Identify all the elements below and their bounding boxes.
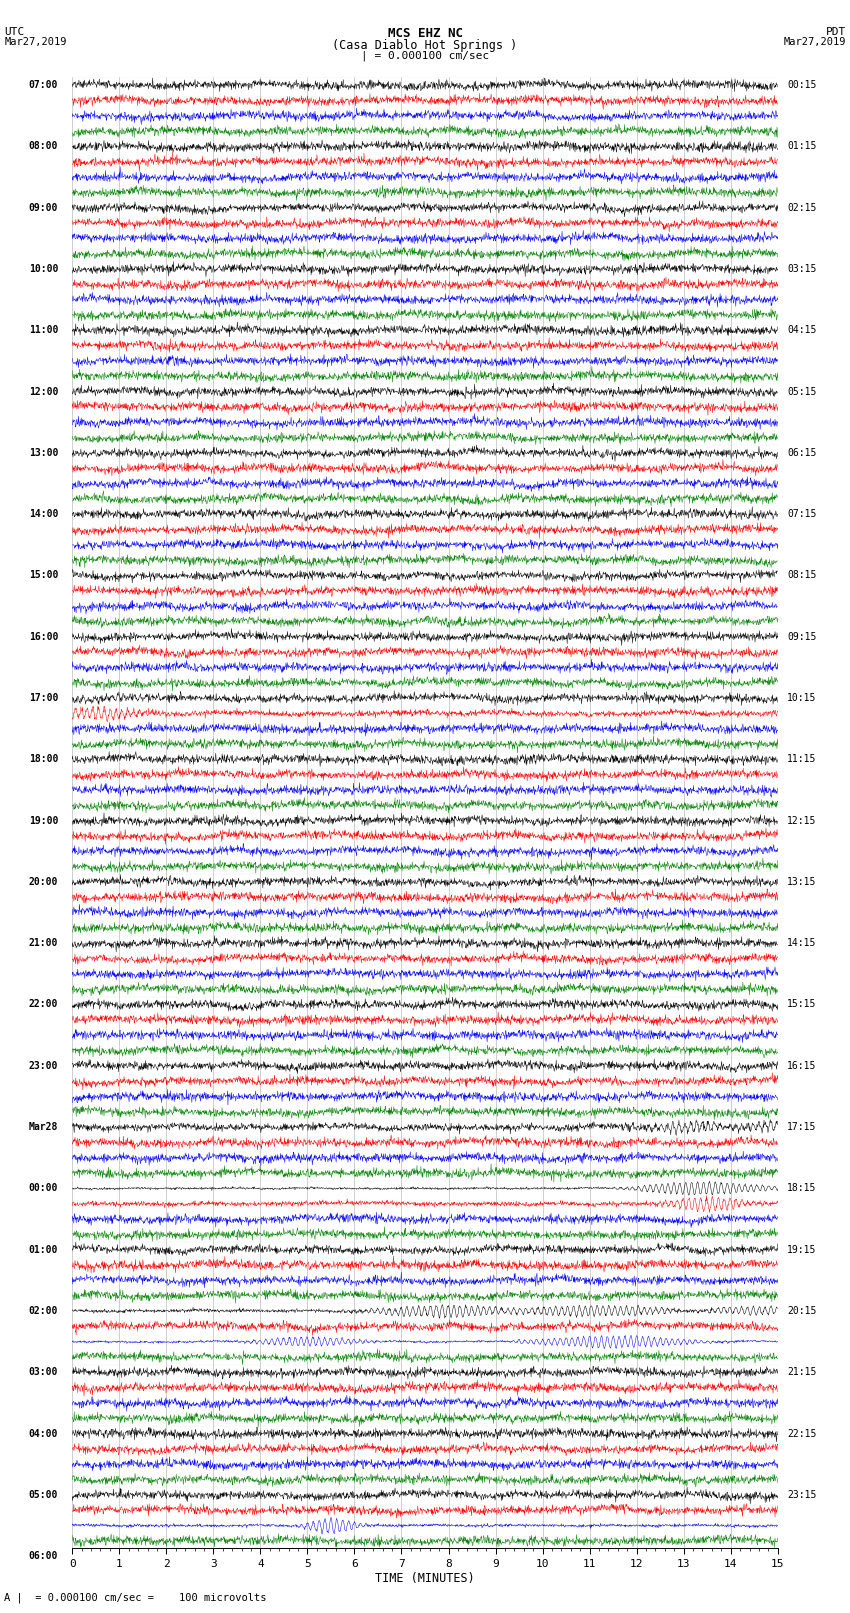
Text: 10:15: 10:15: [787, 694, 817, 703]
Text: 07:00: 07:00: [29, 81, 58, 90]
Text: 08:00: 08:00: [29, 142, 58, 152]
Text: 19:00: 19:00: [29, 816, 58, 826]
Text: 22:00: 22:00: [29, 1000, 58, 1010]
Text: 16:15: 16:15: [787, 1061, 817, 1071]
Text: 06:00: 06:00: [29, 1552, 58, 1561]
Text: 10:00: 10:00: [29, 265, 58, 274]
Text: 01:00: 01:00: [29, 1245, 58, 1255]
Text: 20:15: 20:15: [787, 1307, 817, 1316]
Text: 02:15: 02:15: [787, 203, 817, 213]
Text: 05:15: 05:15: [787, 387, 817, 397]
Text: Mar27,2019: Mar27,2019: [4, 37, 67, 47]
Text: Mar27,2019: Mar27,2019: [783, 37, 846, 47]
Text: 03:00: 03:00: [29, 1368, 58, 1378]
Text: 02:00: 02:00: [29, 1307, 58, 1316]
Text: 20:00: 20:00: [29, 877, 58, 887]
Text: 23:15: 23:15: [787, 1490, 817, 1500]
Text: 15:00: 15:00: [29, 571, 58, 581]
Text: 05:00: 05:00: [29, 1490, 58, 1500]
Text: 04:15: 04:15: [787, 326, 817, 336]
Text: 09:00: 09:00: [29, 203, 58, 213]
Text: 15:15: 15:15: [787, 1000, 817, 1010]
Text: 17:00: 17:00: [29, 694, 58, 703]
Text: 23:00: 23:00: [29, 1061, 58, 1071]
Text: 03:15: 03:15: [787, 265, 817, 274]
Text: MCS EHZ NC: MCS EHZ NC: [388, 27, 462, 40]
Text: 21:15: 21:15: [787, 1368, 817, 1378]
Text: 01:15: 01:15: [787, 142, 817, 152]
Text: 16:00: 16:00: [29, 632, 58, 642]
Text: 21:00: 21:00: [29, 939, 58, 948]
Text: Mar28: Mar28: [29, 1123, 58, 1132]
Text: 14:00: 14:00: [29, 510, 58, 519]
Text: 17:15: 17:15: [787, 1123, 817, 1132]
Text: 11:00: 11:00: [29, 326, 58, 336]
Text: 11:15: 11:15: [787, 755, 817, 765]
Text: A |  = 0.000100 cm/sec =    100 microvolts: A | = 0.000100 cm/sec = 100 microvolts: [4, 1592, 267, 1603]
Text: 13:15: 13:15: [787, 877, 817, 887]
Text: 14:15: 14:15: [787, 939, 817, 948]
Text: 06:15: 06:15: [787, 448, 817, 458]
Text: (Casa Diablo Hot Springs ): (Casa Diablo Hot Springs ): [332, 39, 518, 52]
Text: 07:15: 07:15: [787, 510, 817, 519]
Text: 19:15: 19:15: [787, 1245, 817, 1255]
Text: 00:15: 00:15: [787, 81, 817, 90]
Text: | = 0.000100 cm/sec: | = 0.000100 cm/sec: [361, 50, 489, 61]
Text: 09:15: 09:15: [787, 632, 817, 642]
Text: 22:15: 22:15: [787, 1429, 817, 1439]
Text: 00:00: 00:00: [29, 1184, 58, 1194]
Text: 12:00: 12:00: [29, 387, 58, 397]
Text: 04:00: 04:00: [29, 1429, 58, 1439]
Text: 08:15: 08:15: [787, 571, 817, 581]
X-axis label: TIME (MINUTES): TIME (MINUTES): [375, 1571, 475, 1584]
Text: PDT: PDT: [825, 27, 846, 37]
Text: 18:15: 18:15: [787, 1184, 817, 1194]
Text: 12:15: 12:15: [787, 816, 817, 826]
Text: 18:00: 18:00: [29, 755, 58, 765]
Text: 13:00: 13:00: [29, 448, 58, 458]
Text: UTC: UTC: [4, 27, 25, 37]
